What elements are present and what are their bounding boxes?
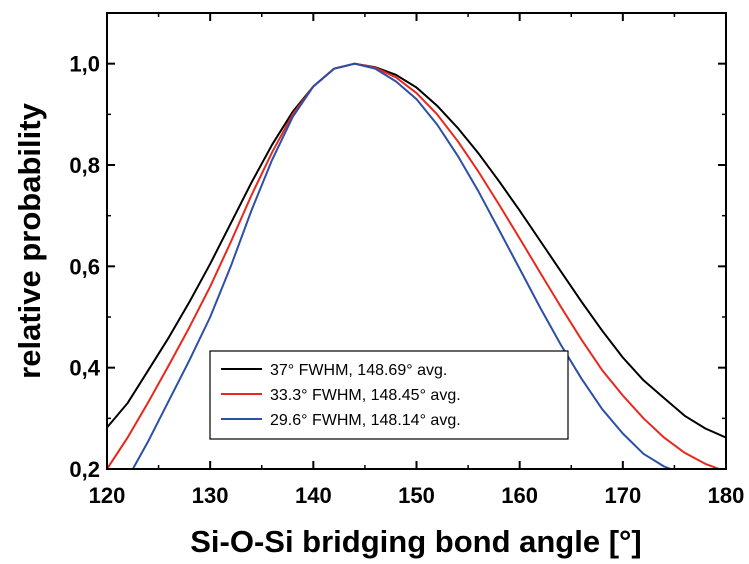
y-tick-label: 0,2 [69, 457, 100, 482]
x-tick-label: 150 [398, 483, 435, 508]
x-axis-title: Si-O-Si bridging bond angle [°] [190, 524, 642, 559]
series-line-2 [107, 62, 723, 469]
y-axis-title: relative probability [12, 102, 47, 378]
y-tick-label: 0,6 [69, 254, 100, 279]
x-tick-label: 160 [501, 483, 538, 508]
legend-label: 37° FWHM, 148.69° avg. [270, 362, 447, 379]
y-tick-label: 0,8 [69, 153, 100, 178]
series-line-1 [107, 62, 726, 439]
x-tick-label: 170 [604, 483, 641, 508]
legend-label: 33.3° FWHM, 148.45° avg. [270, 387, 461, 404]
x-tick-label: 180 [708, 483, 745, 508]
legend: 37° FWHM, 148.69° avg. 33.3° FWHM, 148.45… [209, 350, 569, 440]
legend-label: 29.6° FWHM, 148.14° avg. [270, 412, 461, 429]
ticks-layer: 120 130 140 150 160 170 180 0,2 0,4 0,6 0,8 1,0 [69, 13, 744, 508]
y-tick-label: 0,4 [69, 356, 100, 381]
legend-box [209, 350, 569, 440]
series-line-3 [131, 62, 674, 469]
y-tick-label: 1,0 [69, 52, 100, 77]
series-layer [107, 62, 726, 469]
x-tick-label: 140 [295, 483, 332, 508]
x-tick-label: 120 [89, 483, 126, 508]
x-tick-label: 130 [192, 483, 229, 508]
